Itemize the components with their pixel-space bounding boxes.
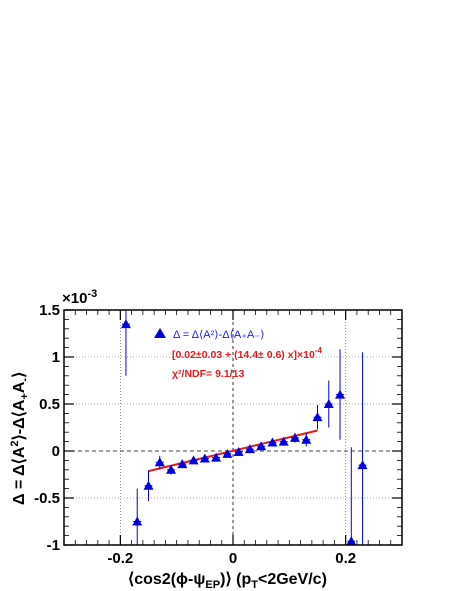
- data-point: [244, 444, 255, 454]
- data-point: [211, 452, 222, 462]
- data-point: [143, 480, 154, 490]
- legend-entry: Δ = Δ⟨A²⟩-Δ⟨A₊A₋⟩: [173, 329, 264, 341]
- data-point: [233, 446, 244, 456]
- y-tick-label: 1.5: [39, 302, 60, 319]
- data-point: [132, 516, 143, 526]
- y-tick-label: -0.5: [34, 490, 60, 507]
- data-point: [177, 459, 188, 469]
- data-point: [199, 453, 210, 463]
- data-point: [120, 319, 131, 329]
- data-point: [312, 412, 323, 422]
- data-point: [357, 460, 368, 470]
- legend-marker: [154, 328, 166, 338]
- x-tick-label: 0: [229, 550, 237, 567]
- data-point: [166, 464, 177, 474]
- data-point: [222, 448, 233, 458]
- data-point: [346, 536, 357, 546]
- data-points: [120, 310, 368, 546]
- data-point: [256, 441, 267, 451]
- y-axis-title: Δ = Δ⟨A2⟩-Δ⟨A+A-⟩: [9, 372, 31, 505]
- y-tick-label: -1: [47, 537, 60, 554]
- fit-line: [148, 429, 318, 473]
- x-tick-label: -0.2: [107, 550, 133, 567]
- y-tick-label: 0: [52, 443, 60, 460]
- data-point: [267, 437, 278, 447]
- legend-fit-text: [0.02±0.03 + (14.4± 0.6) x]×10-4: [172, 346, 323, 361]
- data-point: [335, 389, 346, 399]
- data-point: [188, 455, 199, 465]
- legend: Δ = Δ⟨A²⟩-Δ⟨A₊A₋⟩ [0.02±0.03 + (14.4± 0.…: [154, 328, 323, 380]
- axis-ticks: [63, 309, 403, 546]
- y-axis-exponent: ×10-3: [62, 288, 97, 307]
- tick-labels: -0.2 0 0.2 -1 -0.5 0 0.5 1 1.5: [34, 302, 356, 567]
- legend-chi2-text: χ²/NDF= 9.1/13: [172, 368, 244, 380]
- data-point: [278, 436, 289, 446]
- x-tick-label: 0.2: [335, 550, 356, 567]
- fit-layer: [148, 429, 318, 473]
- x-axis-title: ⟨cos2(ϕ-ψEP)⟩ (pT<2GeV/c): [128, 571, 327, 591]
- y-tick-label: 1: [52, 349, 60, 366]
- y-tick-label: 0.5: [39, 396, 60, 413]
- data-point: [301, 434, 312, 444]
- data-point: [323, 399, 334, 408]
- data-point: [289, 432, 300, 442]
- data-point: [154, 457, 165, 467]
